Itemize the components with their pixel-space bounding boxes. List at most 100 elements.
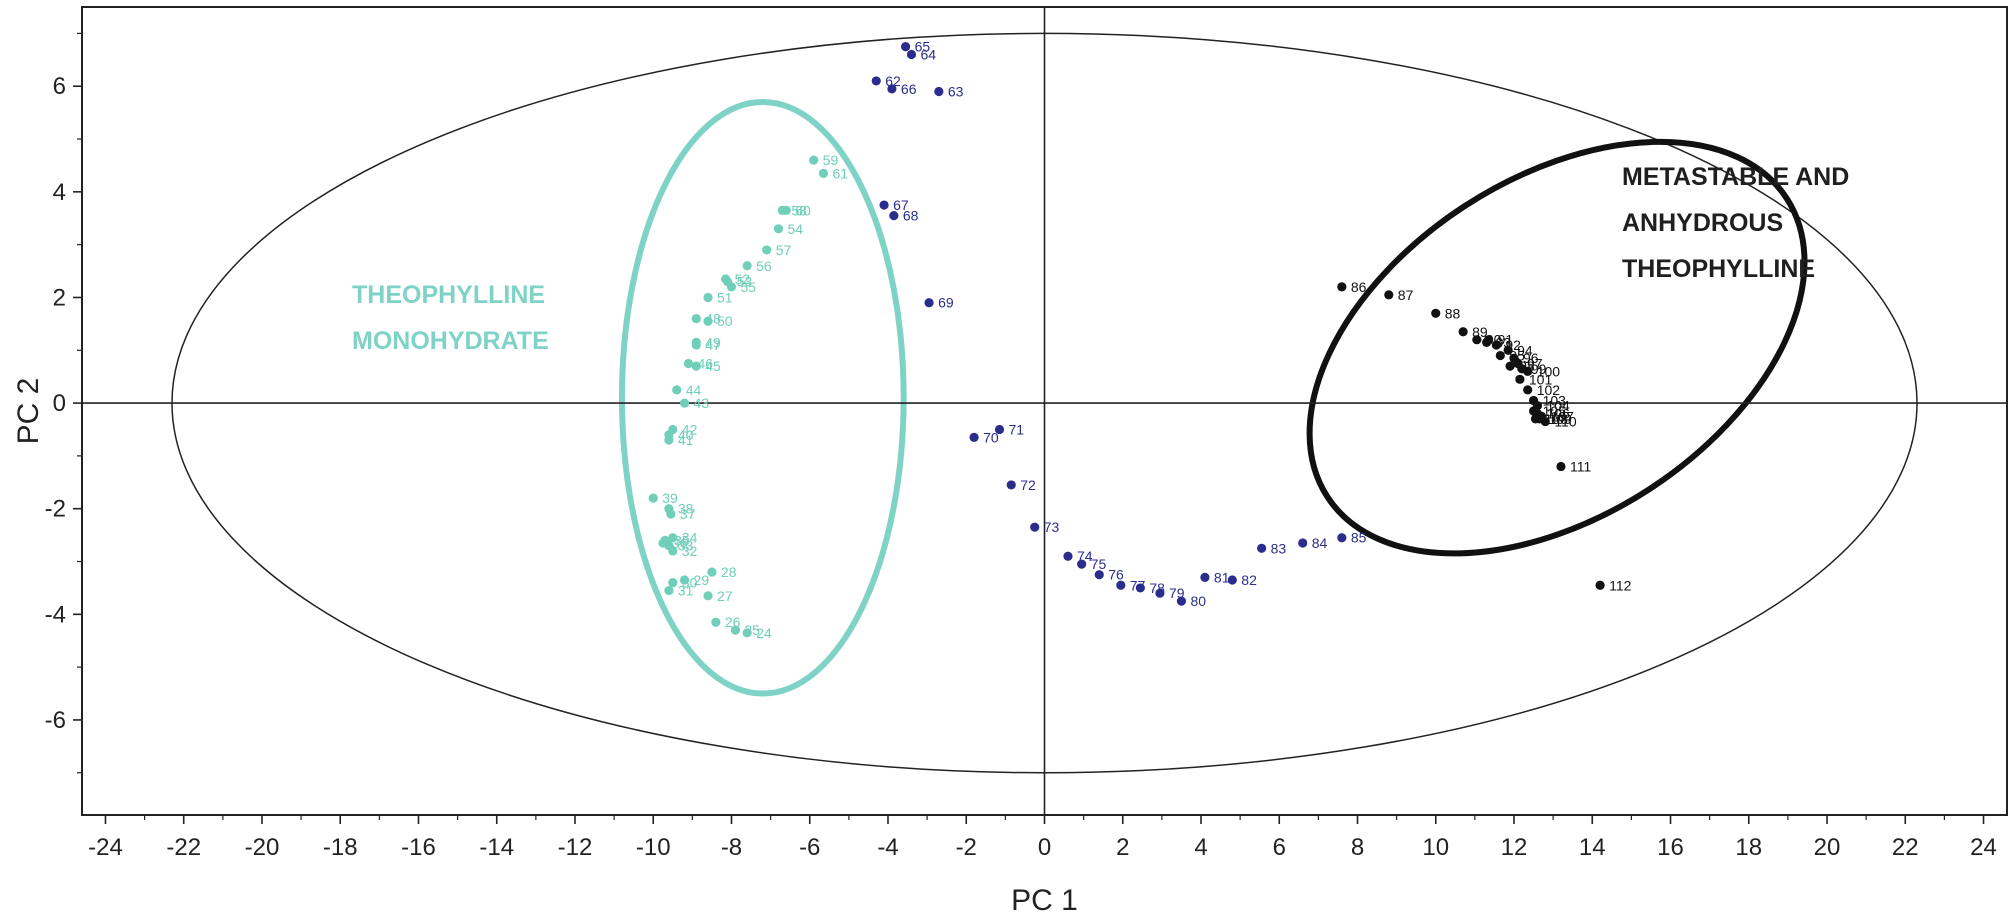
point-label: 72: [1020, 477, 1036, 493]
point-label: 58: [791, 202, 807, 218]
point-label: 57: [776, 242, 792, 258]
point-label: 109: [1548, 411, 1572, 427]
data-point: [679, 398, 690, 408]
point-label: 67: [893, 197, 909, 213]
data-point: [781, 205, 791, 215]
point-label: 31: [678, 583, 694, 599]
x-axis-title: PC 1: [1011, 884, 1078, 913]
x-tick-label: 10: [1422, 834, 1449, 861]
y-tick-label: 2: [53, 284, 66, 311]
point-label: 107: [1550, 408, 1574, 424]
data-point: [1495, 350, 1505, 361]
point-label: 24: [756, 625, 772, 641]
point-label: 65: [915, 39, 931, 55]
point-label: 37: [680, 506, 696, 522]
data-point: [1200, 572, 1210, 582]
data-point: [648, 493, 658, 503]
point-label: 76: [1108, 567, 1124, 583]
data-point: [1523, 385, 1533, 395]
point-label: 71: [1009, 421, 1025, 437]
point-label: 47: [705, 337, 721, 353]
x-tick-label: -20: [245, 834, 280, 861]
data-point: [664, 504, 674, 514]
y-tick-label: -2: [45, 496, 66, 523]
point-label: 80: [1190, 593, 1206, 609]
point-label: 40: [678, 427, 694, 443]
data-point: [1227, 575, 1237, 585]
point-label: 99: [1531, 361, 1547, 377]
y-tick-label: -4: [45, 601, 66, 628]
y-tick-label: 6: [53, 73, 66, 100]
data-point: [1482, 337, 1492, 347]
group-annotation-line: MONOHYDRATE: [352, 327, 549, 355]
point-label: 86: [1351, 279, 1367, 295]
point-label: 29: [694, 572, 710, 588]
data-point: [1337, 533, 1347, 543]
point-label: 54: [787, 221, 803, 237]
data-point: [1116, 580, 1126, 590]
data-point: [1472, 335, 1482, 345]
data-point: [703, 292, 713, 303]
data-point: [934, 86, 944, 97]
x-tick-label: -10: [636, 834, 671, 861]
point-label: 42: [682, 421, 698, 437]
data-point: [1176, 596, 1187, 606]
point-label: 61: [832, 165, 848, 181]
point-label: 63: [948, 83, 964, 99]
data-point: [683, 358, 694, 369]
x-tick-label: 14: [1579, 834, 1606, 861]
point-label: 53: [737, 274, 753, 290]
data-point: [1298, 538, 1308, 548]
point-label: 96: [1523, 350, 1539, 366]
x-tick-label: 18: [1735, 834, 1762, 861]
data-point: [1505, 361, 1515, 371]
point-label: 75: [1091, 556, 1107, 572]
data-point: [1540, 416, 1550, 427]
x-tick-label: 4: [1194, 834, 1207, 861]
x-tick-label: -14: [479, 834, 514, 861]
point-label: 100: [1537, 363, 1561, 379]
point-label: 84: [1312, 535, 1328, 551]
data-point: [1523, 366, 1533, 376]
data-point: [924, 298, 934, 308]
point-label: 32: [682, 543, 698, 559]
group-annotation-line: METASTABLE AND: [1622, 163, 1849, 191]
monohydrate-ellipse: [618, 99, 907, 697]
data-point: [1384, 290, 1394, 300]
point-label: 94: [1517, 342, 1533, 358]
data-point: [901, 42, 911, 52]
point-label: 66: [901, 81, 917, 97]
data-point: [879, 200, 889, 210]
point-label: 41: [678, 432, 694, 448]
data-point: [1503, 345, 1513, 355]
data-point: [1556, 461, 1566, 472]
data-point: [668, 424, 678, 435]
point-label: 60: [795, 202, 811, 218]
point-label: 87: [1398, 287, 1414, 303]
x-tick-label: -16: [401, 834, 436, 861]
point-label: 55: [740, 279, 756, 295]
data-point: [1257, 543, 1267, 553]
point-label: 36: [672, 535, 688, 551]
x-tick-label: 22: [1892, 834, 1919, 861]
point-label: 28: [721, 564, 737, 580]
point-label: 69: [938, 295, 954, 311]
data-point: [726, 282, 737, 292]
data-point: [691, 337, 701, 347]
data-point: [1458, 327, 1468, 337]
point-label: 34: [682, 530, 698, 546]
data-point: [707, 567, 717, 577]
y-tick-label: 0: [53, 390, 66, 417]
annotations: THEOPHYLLINE MONOHYDRATE METASTABLE AND ANH…: [352, 163, 1849, 355]
data-point: [672, 385, 682, 395]
point-label: 51: [717, 289, 733, 305]
x-tick-label: 24: [1970, 834, 1997, 861]
point-label: 104: [1546, 398, 1570, 414]
y-axis-title: PC 2: [12, 378, 45, 445]
x-tick-label: -12: [558, 834, 593, 861]
point-label: 102: [1537, 382, 1561, 398]
point-label: 103: [1543, 392, 1567, 408]
point-label: 91: [1498, 332, 1514, 348]
